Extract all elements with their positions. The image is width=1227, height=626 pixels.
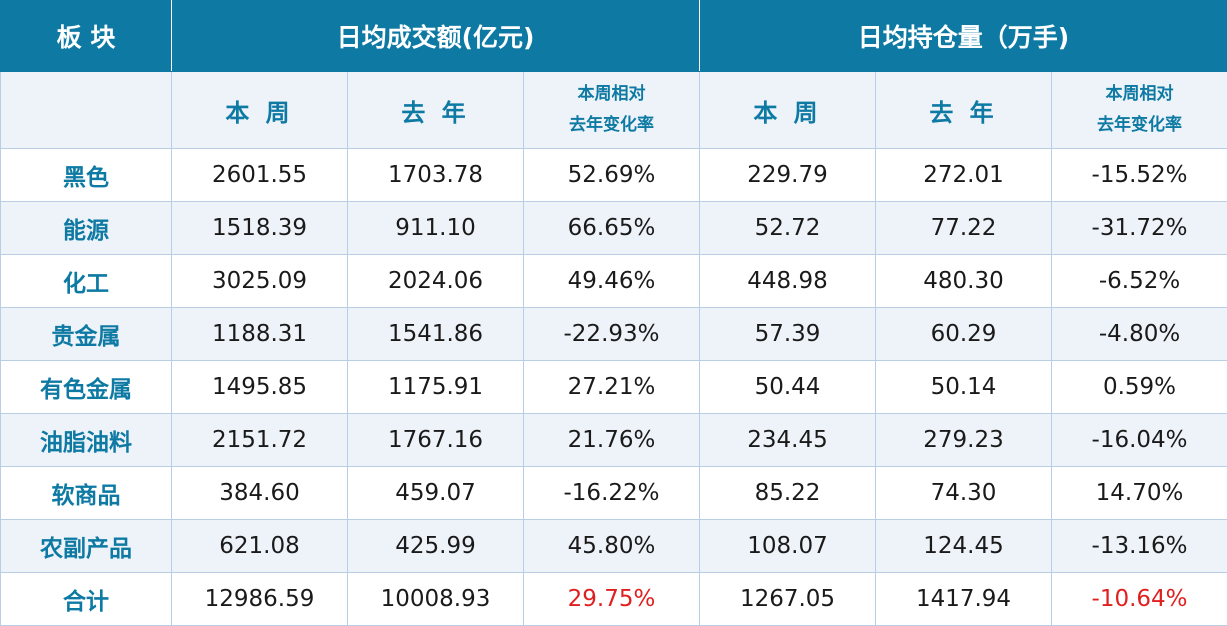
- oi-last-year: 124.45: [876, 520, 1052, 573]
- oi-last-year: 77.22: [876, 202, 1052, 255]
- turnover-this-week: 1495.85: [172, 361, 348, 414]
- sector-name: 黑色: [1, 149, 172, 202]
- change-header-line1: 本周相对: [1052, 79, 1227, 110]
- sector-name: 农副产品: [1, 520, 172, 573]
- sector-name: 贵金属: [1, 308, 172, 361]
- sector-header: 板 块: [1, 1, 172, 72]
- subheader-blank: [1, 72, 172, 149]
- turnover-change: 27.21%: [524, 361, 700, 414]
- oi-change: -31.72%: [1052, 202, 1227, 255]
- turnover-this-week: 1518.39: [172, 202, 348, 255]
- table-row: 软商品 384.60 459.07 -16.22% 85.22 74.30 14…: [1, 467, 1227, 520]
- turnover-last-year: 2024.06: [348, 255, 524, 308]
- turnover-change-header: 本周相对 去年变化率: [524, 72, 700, 149]
- oi-this-week: 50.44: [700, 361, 876, 414]
- oi-change-header: 本周相对 去年变化率: [1052, 72, 1227, 149]
- change-header-line2: 去年变化率: [524, 110, 699, 141]
- table-row: 化工 3025.09 2024.06 49.46% 448.98 480.30 …: [1, 255, 1227, 308]
- turnover-this-week: 3025.09: [172, 255, 348, 308]
- oi-change: -13.16%: [1052, 520, 1227, 573]
- oi-last-year: 60.29: [876, 308, 1052, 361]
- total-turnover-this-week: 12986.59: [172, 573, 348, 626]
- sector-name: 软商品: [1, 467, 172, 520]
- sector-name: 化工: [1, 255, 172, 308]
- total-oi-last-year: 1417.94: [876, 573, 1052, 626]
- oi-change: -4.80%: [1052, 308, 1227, 361]
- turnover-change: -22.93%: [524, 308, 700, 361]
- table-row: 能源 1518.39 911.10 66.65% 52.72 77.22 -31…: [1, 202, 1227, 255]
- oi-this-week: 85.22: [700, 467, 876, 520]
- turnover-this-week: 2601.55: [172, 149, 348, 202]
- subheader-row: 本 周 去 年 本周相对 去年变化率 本 周 去 年 本周相对 去年变化率: [1, 72, 1227, 149]
- turnover-change: 52.69%: [524, 149, 700, 202]
- turnover-this-week: 2151.72: [172, 414, 348, 467]
- oi-last-year: 272.01: [876, 149, 1052, 202]
- turnover-last-year-header: 去 年: [348, 72, 524, 149]
- total-oi-this-week: 1267.05: [700, 573, 876, 626]
- oi-this-week: 229.79: [700, 149, 876, 202]
- oi-this-week: 57.39: [700, 308, 876, 361]
- total-row: 合计 12986.59 10008.93 29.75% 1267.05 1417…: [1, 573, 1227, 626]
- table-row: 农副产品 621.08 425.99 45.80% 108.07 124.45 …: [1, 520, 1227, 573]
- oi-this-week: 108.07: [700, 520, 876, 573]
- oi-last-year: 480.30: [876, 255, 1052, 308]
- table-row: 有色金属 1495.85 1175.91 27.21% 50.44 50.14 …: [1, 361, 1227, 414]
- total-label: 合计: [1, 573, 172, 626]
- change-header-line1: 本周相对: [524, 79, 699, 110]
- oi-last-year: 74.30: [876, 467, 1052, 520]
- sector-name: 油脂油料: [1, 414, 172, 467]
- turnover-change: -16.22%: [524, 467, 700, 520]
- turnover-last-year: 911.10: [348, 202, 524, 255]
- sector-name: 有色金属: [1, 361, 172, 414]
- table-row: 贵金属 1188.31 1541.86 -22.93% 57.39 60.29 …: [1, 308, 1227, 361]
- turnover-group-header: 日均成交额(亿元): [172, 1, 700, 72]
- table-row: 油脂油料 2151.72 1767.16 21.76% 234.45 279.2…: [1, 414, 1227, 467]
- oi-this-week: 234.45: [700, 414, 876, 467]
- turnover-change: 66.65%: [524, 202, 700, 255]
- turnover-last-year: 459.07: [348, 467, 524, 520]
- oi-last-year: 50.14: [876, 361, 1052, 414]
- turnover-last-year: 1767.16: [348, 414, 524, 467]
- turnover-last-year: 1541.86: [348, 308, 524, 361]
- oi-change: 0.59%: [1052, 361, 1227, 414]
- oi-this-week: 52.72: [700, 202, 876, 255]
- open-interest-group-header: 日均持仓量（万手): [700, 1, 1227, 72]
- turnover-change: 21.76%: [524, 414, 700, 467]
- turnover-this-week: 621.08: [172, 520, 348, 573]
- change-header-line2: 去年变化率: [1052, 110, 1227, 141]
- turnover-last-year: 1175.91: [348, 361, 524, 414]
- turnover-last-year: 425.99: [348, 520, 524, 573]
- turnover-change: 45.80%: [524, 520, 700, 573]
- oi-change: -16.04%: [1052, 414, 1227, 467]
- turnover-this-week: 384.60: [172, 467, 348, 520]
- oi-change: 14.70%: [1052, 467, 1227, 520]
- sector-name: 能源: [1, 202, 172, 255]
- oi-last-year-header: 去 年: [876, 72, 1052, 149]
- oi-change: -6.52%: [1052, 255, 1227, 308]
- oi-this-week: 448.98: [700, 255, 876, 308]
- header-row: 板 块 日均成交额(亿元) 日均持仓量（万手): [1, 1, 1227, 72]
- total-oi-change: -10.64%: [1052, 573, 1227, 626]
- total-turnover-change: 29.75%: [524, 573, 700, 626]
- oi-this-week-header: 本 周: [700, 72, 876, 149]
- turnover-last-year: 1703.78: [348, 149, 524, 202]
- turnover-this-week-header: 本 周: [172, 72, 348, 149]
- turnover-this-week: 1188.31: [172, 308, 348, 361]
- table-row: 黑色 2601.55 1703.78 52.69% 229.79 272.01 …: [1, 149, 1227, 202]
- oi-change: -15.52%: [1052, 149, 1227, 202]
- oi-last-year: 279.23: [876, 414, 1052, 467]
- turnover-change: 49.46%: [524, 255, 700, 308]
- total-turnover-last-year: 10008.93: [348, 573, 524, 626]
